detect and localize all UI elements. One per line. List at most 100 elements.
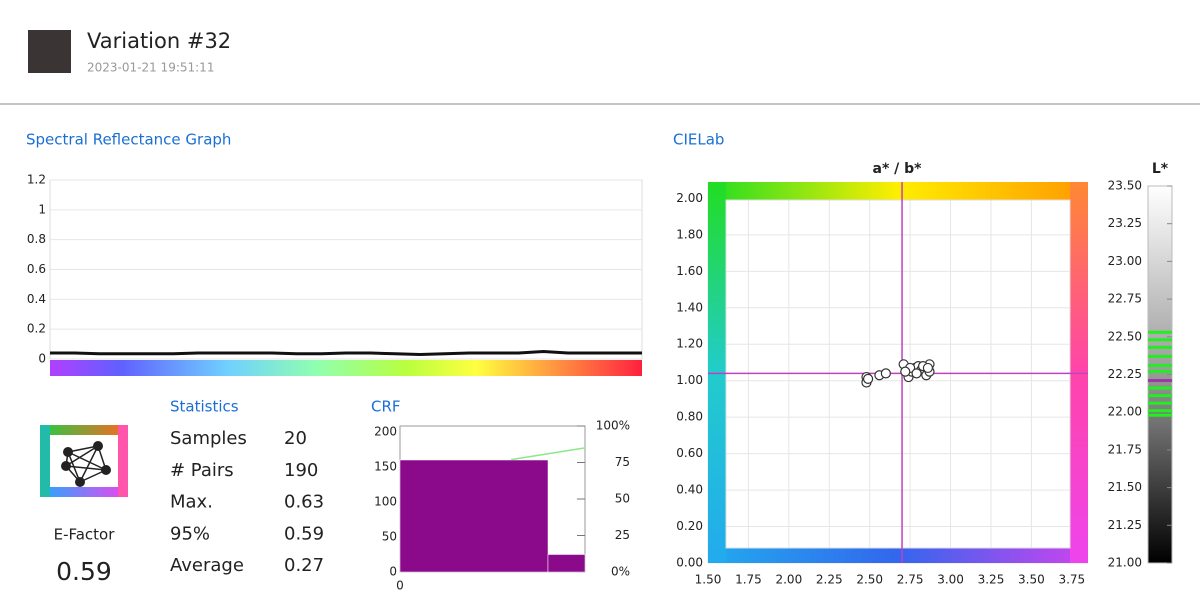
lightness-plot: 21.00 21.25 21.50 21.75 22.00 22.25 22.50 22.75… xyxy=(1108,179,1172,570)
y2-tick-label: 0% xyxy=(611,565,630,579)
stat-value: 0.59 xyxy=(284,523,324,544)
sample-point xyxy=(911,368,922,379)
y-tick-label: 21.00 xyxy=(1108,556,1142,570)
y-tick-label: 200 xyxy=(374,425,397,439)
crf-plot: 0 50 100 150 200 0% 25 50 75 100% 0 xyxy=(374,419,630,593)
stat-label: Max. xyxy=(170,492,213,513)
y2-tick-label: 100% xyxy=(596,419,630,433)
cumulative-line xyxy=(510,447,586,461)
y-tick-label: 0.4 xyxy=(27,292,46,306)
lightness-stripe xyxy=(1148,338,1172,342)
y-tick-label: 23.50 xyxy=(1108,179,1142,193)
spectrum-bar xyxy=(50,360,642,376)
y-tick-label: 2.00 xyxy=(676,191,703,205)
stat-label: Samples xyxy=(170,428,247,449)
statistics: Samples 20 # Pairs 190 Max. 0.63 95% 0.59 Averag… xyxy=(170,428,324,576)
bar xyxy=(399,459,549,573)
swatch xyxy=(28,30,71,73)
y-tick-label: 150 xyxy=(374,460,397,474)
x-tick-label: 3.75 xyxy=(1058,573,1085,587)
plot-area xyxy=(708,182,1088,563)
cielab-plot: 1.50 1.75 2.00 2.25 2.50 2.75 3.00 3.25 3.50 3.75… xyxy=(676,182,1088,587)
y-tick-label: 22.75 xyxy=(1108,292,1142,306)
y-tick-label: 23.25 xyxy=(1108,216,1142,230)
title: Variation #32 xyxy=(87,29,231,53)
y-tick-label: 1.80 xyxy=(676,227,703,241)
y-tick-label: 22.25 xyxy=(1108,367,1142,381)
y-tick-label: 21.25 xyxy=(1108,518,1142,532)
gamut-frame xyxy=(708,182,1088,563)
stat-value: 190 xyxy=(284,460,318,481)
stat-value: 0.63 xyxy=(284,492,324,513)
y-tick-label: 22.50 xyxy=(1108,329,1142,343)
y-tick-label: 0.2 xyxy=(27,322,46,336)
spectral-plot: 0 0.2 0.4 0.6 0.8 1 1.2 xyxy=(27,173,642,366)
stat-value: 20 xyxy=(284,428,307,449)
stat-label: 95% xyxy=(170,523,210,544)
section-title: Statistics xyxy=(170,398,239,416)
stat-label: # Pairs xyxy=(170,460,234,481)
section-title: Spectral Reflectance Graph xyxy=(26,131,231,149)
y-tick-label: 1 xyxy=(38,202,46,216)
stat-value: 0.27 xyxy=(284,555,324,576)
x-tick-label: 3.25 xyxy=(978,573,1005,587)
y-tick-label: 50 xyxy=(382,530,397,544)
sample-point xyxy=(922,362,934,374)
y-tick-label: 0 xyxy=(389,565,397,579)
x-tick-label: 1.75 xyxy=(735,573,762,587)
y-tick-label: 100 xyxy=(374,495,397,509)
sample-point xyxy=(900,366,911,377)
y-tick-label: 23.00 xyxy=(1108,254,1142,268)
y-tick-label: 1.00 xyxy=(676,373,703,387)
y-tick-label: 0.00 xyxy=(676,556,703,570)
y-tick-label: 1.40 xyxy=(676,300,703,314)
lightness-stripe xyxy=(1148,409,1172,413)
section-title: CIELab xyxy=(673,131,724,149)
y-tick-label: 0.40 xyxy=(676,483,703,497)
section-title: CRF xyxy=(371,398,401,416)
sample-point xyxy=(880,368,891,379)
lightness-stripe xyxy=(1148,394,1172,398)
lightness-stripe xyxy=(1148,354,1172,358)
timestamp: 2023-01-21 19:51:11 xyxy=(87,61,214,75)
y-tick-label: 0.80 xyxy=(676,410,703,424)
y-tick-label: 21.50 xyxy=(1108,480,1142,494)
y-tick-label: 0.20 xyxy=(676,519,703,533)
x-tick-label: 3.50 xyxy=(1018,573,1045,587)
lightness-stripe xyxy=(1148,401,1172,405)
y-tick-label: 0.60 xyxy=(676,446,703,460)
lightness-mean xyxy=(1148,379,1172,383)
x-tick-label: 1.50 xyxy=(695,573,722,587)
e-factor-icon xyxy=(40,425,128,497)
lightness-stripe xyxy=(1148,386,1172,390)
y-tick-label: 1.20 xyxy=(676,337,703,351)
y-tick-label: 0.8 xyxy=(27,232,46,246)
y-tick-label: 1.60 xyxy=(676,264,703,278)
x-tick-label: 2.25 xyxy=(816,573,843,587)
sample-point xyxy=(862,373,874,384)
reflectance-line xyxy=(50,350,642,357)
chart-subtitle: L* xyxy=(1152,161,1169,177)
x-tick-label: 2.50 xyxy=(856,573,883,587)
y2-tick-label: 25 xyxy=(615,528,630,542)
y-tick-label: 22.00 xyxy=(1108,405,1142,419)
y2-tick-label: 50 xyxy=(615,492,630,506)
chart-subtitle: a* / b* xyxy=(873,161,923,177)
lightness-stripe xyxy=(1148,345,1172,349)
y-tick-label: 0.6 xyxy=(27,262,46,276)
e-factor-label: E-Factor xyxy=(54,526,116,544)
lightness-stripe xyxy=(1148,330,1172,334)
x-tick-label: 0 xyxy=(396,579,404,593)
y-tick-label: 21.75 xyxy=(1108,442,1142,456)
lightness-stripe xyxy=(1148,369,1172,373)
y-tick-label: 0 xyxy=(38,352,46,366)
e-factor-value: 0.59 xyxy=(56,557,112,586)
stat-label: Average xyxy=(170,555,244,576)
lightness-stripe xyxy=(1148,363,1172,367)
x-tick-label: 2.00 xyxy=(775,573,802,587)
y-tick-label: 1.2 xyxy=(27,173,46,187)
x-tick-label: 3.00 xyxy=(937,573,964,587)
bar xyxy=(547,554,586,573)
